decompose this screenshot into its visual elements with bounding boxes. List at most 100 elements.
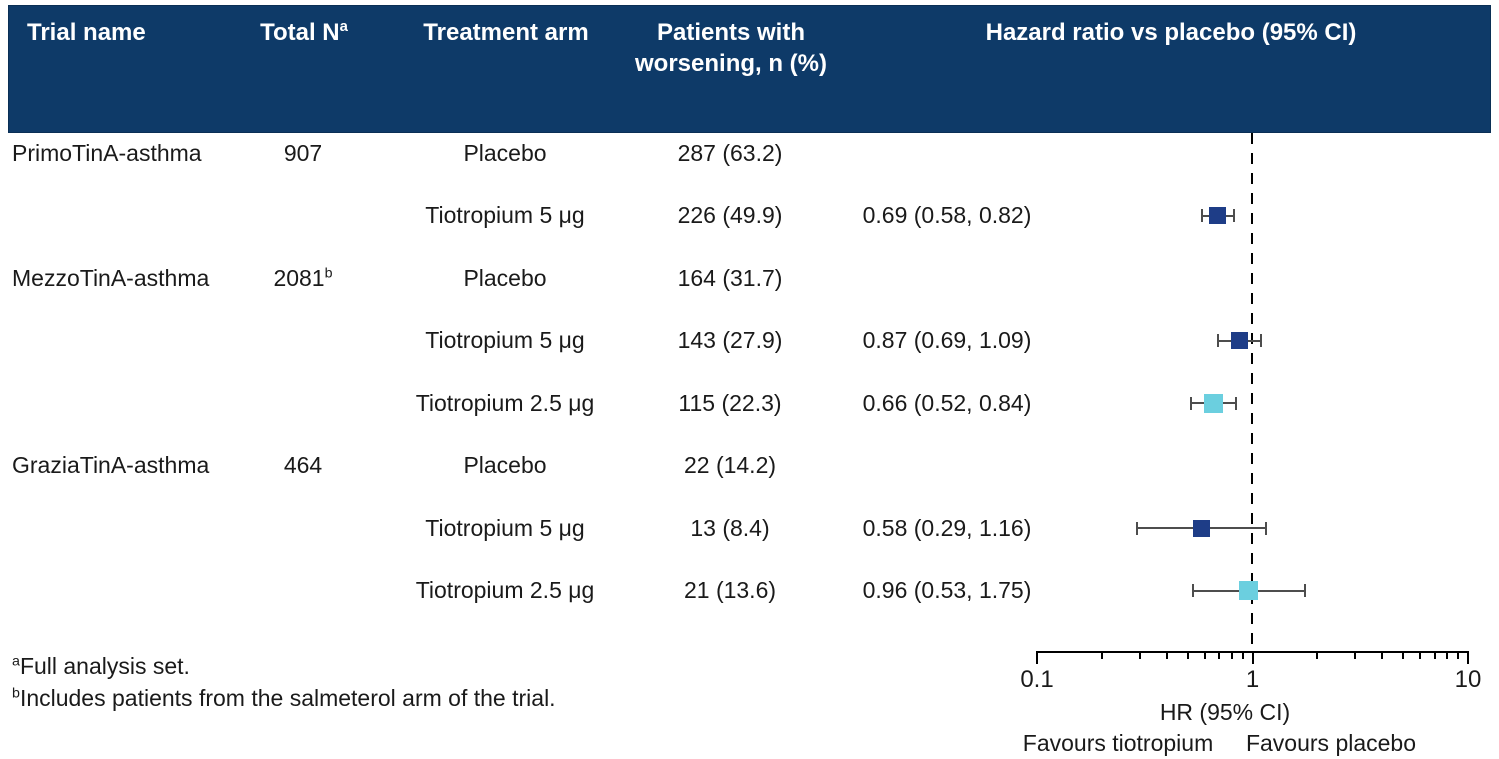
axis-minor-tick xyxy=(1138,651,1141,659)
cell-total-n xyxy=(233,574,373,606)
reference-line-hr-1 xyxy=(1251,133,1253,652)
cell-total-n xyxy=(233,199,373,231)
axis-minor-tick xyxy=(1354,651,1357,659)
col-header-trial-name: Trial name xyxy=(27,19,146,46)
cell-total-n xyxy=(233,512,373,544)
cell-treatment-arm: Tiotropium 2.5 μg xyxy=(415,390,595,416)
ci-cap-low xyxy=(1216,334,1219,347)
axis-minor-tick xyxy=(1241,651,1244,659)
footnote-a-text: Full analysis set. xyxy=(19,653,190,679)
x-axis-label: HR (95% CI) xyxy=(1159,699,1291,725)
col-header-total-n-label: Total N xyxy=(260,19,340,46)
cell-hr-text: 0.96 (0.53, 1.75) xyxy=(862,577,1032,603)
cell-total-n-value: 907 xyxy=(283,140,323,166)
table-row: Tiotropium 2.5 μg 21 (13.6) 0.96 (0.53, … xyxy=(0,574,1499,606)
cell-treatment-arm: Placebo xyxy=(463,452,547,478)
cell-total-n xyxy=(233,387,373,419)
col-header-total-n: Total Na xyxy=(234,17,374,48)
hr-marker-tiotropium_5 xyxy=(1230,332,1248,349)
cell-treatment-arm: Tiotropium 5 μg xyxy=(425,327,585,353)
axis-minor-tick xyxy=(1457,651,1460,659)
footnote-a-sup: a xyxy=(12,653,20,670)
cell-hr-text: 0.87 (0.69, 1.09) xyxy=(862,327,1032,353)
col-header-hazard-ratio: Hazard ratio vs placebo (95% CI) xyxy=(985,19,1357,46)
favours-placebo-label: Favours placebo xyxy=(1245,730,1417,756)
footnote-b: bIncludes patients from the salmeterol a… xyxy=(12,682,556,714)
col-header-patients-line2: worsening, n (%) xyxy=(635,50,827,77)
cell-hr-text: 0.58 (0.29, 1.16) xyxy=(862,515,1032,541)
hr-marker-tiotropium_2_5 xyxy=(1239,581,1259,600)
cell-total-n-value: 464 xyxy=(283,452,323,478)
footnote-b-text: Includes patients from the salmeterol ar… xyxy=(19,685,556,711)
table-row: MezzoTinA-asthma 2081b Placebo 164 (31.7… xyxy=(0,262,1499,294)
cell-total-n xyxy=(233,324,373,356)
cell-treatment-arm: Placebo xyxy=(463,140,547,166)
col-header-patients: Patients with worsening, n (%) xyxy=(631,17,831,79)
axis-tick-label: 10 xyxy=(1454,666,1482,693)
cell-patients: 22 (14.2) xyxy=(683,452,777,478)
ci-cap-high xyxy=(1265,521,1268,535)
axis-major-tick xyxy=(1467,651,1469,664)
table-row: Tiotropium 2.5 μg 115 (22.3) 0.66 (0.52,… xyxy=(0,387,1499,419)
ci-cap-low xyxy=(1200,209,1203,222)
axis-minor-tick xyxy=(1186,651,1189,659)
cell-treatment-arm: Tiotropium 5 μg xyxy=(425,202,585,228)
cell-treatment-arm: Tiotropium 2.5 μg xyxy=(415,577,595,603)
axis-minor-tick xyxy=(1381,651,1384,659)
hr-marker-tiotropium_5 xyxy=(1193,519,1211,537)
axis-minor-tick xyxy=(1433,651,1436,659)
cell-patients: 287 (63.2) xyxy=(677,140,783,166)
cell-hr-text xyxy=(847,262,1047,294)
cell-treatment-arm: Tiotropium 5 μg xyxy=(425,515,585,541)
cell-patients: 226 (49.9) xyxy=(677,202,783,228)
axis-minor-tick xyxy=(1100,651,1103,659)
cell-patients: 143 (27.9) xyxy=(677,327,783,353)
favours-tiotropium-label: Favours tiotropium xyxy=(1022,730,1214,756)
cell-hr-text: 0.66 (0.52, 0.84) xyxy=(862,390,1032,416)
cell-hr-text xyxy=(847,137,1047,169)
hr-marker-tiotropium_2_5 xyxy=(1204,393,1224,413)
axis-tick-label: 0.1 xyxy=(1020,666,1054,693)
table-row: Tiotropium 5 μg 143 (27.9) 0.87 (0.69, 1… xyxy=(0,324,1499,356)
cell-total-n-value: 2081 xyxy=(273,265,325,291)
axis-minor-tick xyxy=(1419,651,1422,659)
cell-patients: 21 (13.6) xyxy=(683,577,777,603)
table-header: Trial name Total Na Treatment arm Patien… xyxy=(8,5,1491,133)
hr-marker-tiotropium_5 xyxy=(1209,207,1227,224)
col-header-total-n-sup: a xyxy=(339,19,348,35)
axis-tick-label: 1 xyxy=(1245,666,1260,693)
axis-major-tick xyxy=(1251,651,1254,664)
axis-minor-tick xyxy=(1230,651,1233,659)
axis-minor-tick xyxy=(1316,651,1319,659)
cell-patients: 164 (31.7) xyxy=(677,265,783,291)
footnotes: aFull analysis set. bIncludes patients f… xyxy=(12,650,556,714)
ci-cap-low xyxy=(1190,396,1193,410)
cell-total-n: 464 xyxy=(233,449,373,481)
cell-trial: PrimoTinA-asthma xyxy=(12,140,202,166)
cell-total-n: 907 xyxy=(233,137,373,169)
axis-major-tick xyxy=(1036,651,1038,664)
col-header-patients-line1: Patients with xyxy=(656,19,806,46)
ci-cap-low xyxy=(1192,584,1195,597)
ci-cap-high xyxy=(1232,209,1235,222)
cell-patients: 115 (22.3) xyxy=(678,390,782,416)
cell-hr-text xyxy=(847,449,1047,481)
cell-hr-text: 0.69 (0.58, 0.82) xyxy=(862,202,1032,228)
cell-total-n-sup: b xyxy=(324,265,333,282)
table-row: GraziaTinA-asthma 464 Placebo 22 (14.2) xyxy=(0,449,1499,481)
ci-cap-low xyxy=(1135,521,1138,535)
cell-treatment-arm: Placebo xyxy=(463,265,547,291)
col-header-treatment-arm: Treatment arm xyxy=(423,19,589,46)
table-row: Tiotropium 5 μg 13 (8.4) 0.58 (0.29, 1.1… xyxy=(0,512,1499,544)
axis-minor-tick xyxy=(1203,651,1206,659)
ci-cap-high xyxy=(1235,396,1238,410)
cell-trial: MezzoTinA-asthma xyxy=(12,265,210,291)
ci-cap-high xyxy=(1259,334,1262,347)
table-row: Tiotropium 5 μg 226 (49.9) 0.69 (0.58, 0… xyxy=(0,199,1499,231)
axis-minor-tick xyxy=(1402,651,1405,659)
cell-patients: 13 (8.4) xyxy=(690,515,770,541)
axis-minor-tick xyxy=(1218,651,1221,659)
footnote-b-sup: b xyxy=(12,685,20,702)
axis-minor-tick xyxy=(1446,651,1449,659)
